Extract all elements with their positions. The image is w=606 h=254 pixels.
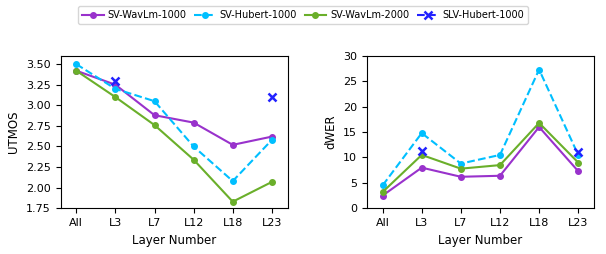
SV-WavLm-1000 [268,135,276,138]
SV-WavLm-1000 [73,69,80,72]
SV-WavLm-2000 [151,123,158,126]
SV-WavLm-1000 [496,174,504,177]
SV-WavLm-2000 [379,190,386,194]
SV-WavLm-1000 [536,125,543,129]
SV-WavLm-2000 [73,69,80,72]
SV-WavLm-1000 [229,143,236,146]
SV-WavLm-2000 [229,200,236,203]
Line: SV-Hubert-1000: SV-Hubert-1000 [380,67,581,188]
SV-WavLm-1000 [457,175,464,178]
SV-WavLm-1000 [151,114,158,117]
SV-WavLm-1000 [574,170,582,173]
SV-Hubert-1000 [457,162,464,165]
SV-Hubert-1000 [190,145,198,148]
SV-Hubert-1000 [151,100,158,103]
SV-Hubert-1000 [112,87,119,90]
SV-Hubert-1000 [536,68,543,71]
Line: SV-WavLm-1000: SV-WavLm-1000 [73,68,275,148]
SV-WavLm-2000 [574,161,582,164]
SV-WavLm-2000 [496,164,504,167]
SV-WavLm-1000 [190,121,198,124]
X-axis label: Layer Number: Layer Number [438,234,522,247]
SV-WavLm-1000 [112,83,119,86]
SV-WavLm-2000 [418,153,425,156]
Legend: SV-WavLm-1000, SV-Hubert-1000, SV-WavLm-2000, SLV-Hubert-1000: SV-WavLm-1000, SV-Hubert-1000, SV-WavLm-… [78,6,528,24]
X-axis label: Layer Number: Layer Number [132,234,216,247]
SV-WavLm-2000 [190,158,198,161]
SV-WavLm-1000 [418,166,425,169]
SV-Hubert-1000 [229,180,236,183]
SV-WavLm-2000 [457,167,464,170]
SV-Hubert-1000 [496,153,504,156]
Y-axis label: dWER: dWER [325,115,338,149]
SV-WavLm-2000 [536,121,543,124]
Line: SV-WavLm-1000: SV-WavLm-1000 [380,124,581,198]
Line: SV-WavLm-2000: SV-WavLm-2000 [73,68,275,204]
SV-Hubert-1000 [268,138,276,141]
Line: SV-WavLm-2000: SV-WavLm-2000 [380,120,581,195]
SV-WavLm-2000 [268,180,276,183]
SV-Hubert-1000 [574,153,582,156]
SV-Hubert-1000 [73,62,80,66]
SV-Hubert-1000 [379,184,386,187]
SV-WavLm-2000 [112,96,119,99]
Line: SV-Hubert-1000: SV-Hubert-1000 [73,61,275,184]
SV-Hubert-1000 [418,132,425,135]
SV-WavLm-1000 [379,194,386,197]
Y-axis label: UTMOS: UTMOS [7,111,21,153]
